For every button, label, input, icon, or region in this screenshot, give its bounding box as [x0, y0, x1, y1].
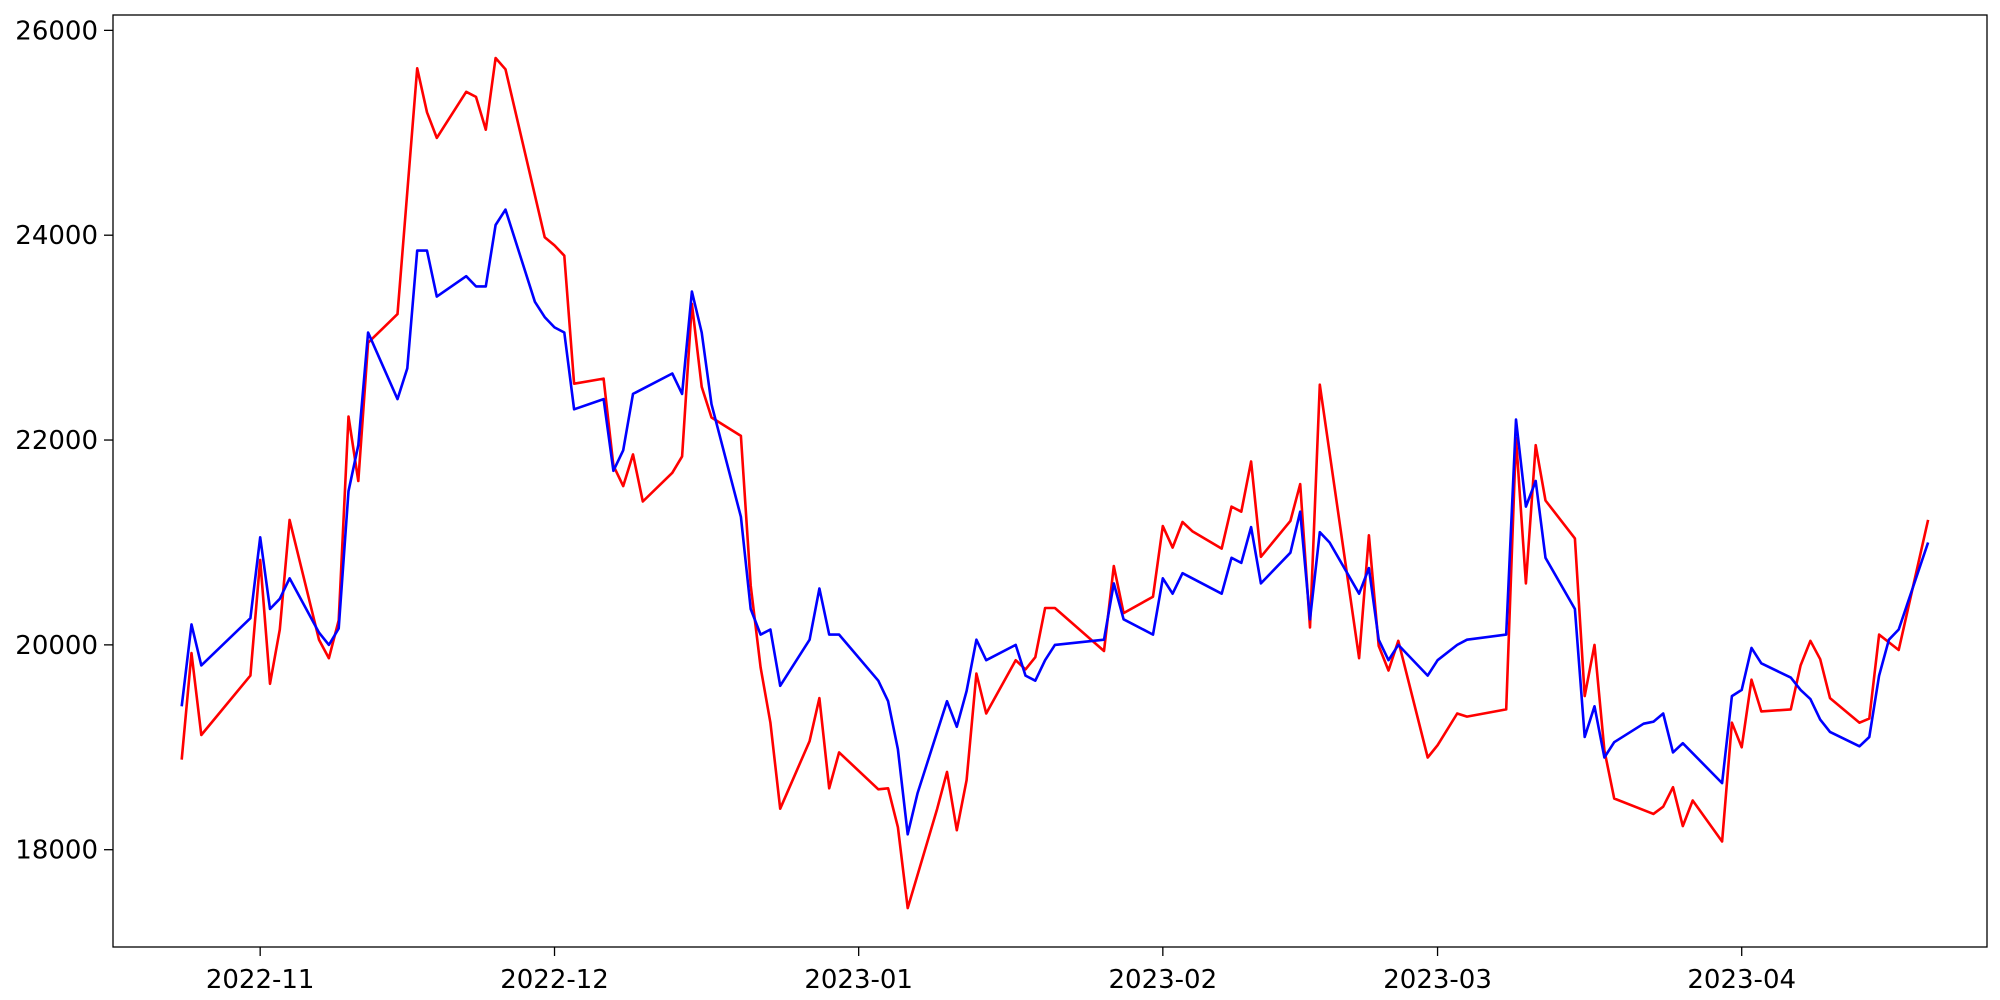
plot-frame: [112, 14, 1988, 948]
y-tick-label: 18000: [15, 836, 98, 866]
y-tick-label: 24000: [15, 221, 98, 251]
series-line-1: [180, 56, 1930, 910]
x-tick-label: 2023-01: [804, 965, 913, 995]
y-tick-label: 20000: [15, 631, 98, 661]
x-tick-label: 2023-02: [1109, 965, 1218, 995]
y-tick-label: 22000: [15, 426, 98, 456]
series-layer: [180, 56, 1930, 910]
y-axis: 18000 20000 22000 24000 26000: [15, 16, 113, 866]
x-tick-label: 2023-04: [1687, 965, 1796, 995]
x-tick-label: 2022-11: [206, 965, 315, 995]
x-axis: 2022-11 2022-12 2023-01 2023-02 2023-03 2023-…: [206, 947, 1796, 995]
x-tick-label: 2023-03: [1383, 965, 1492, 995]
x-tick-label: 2022-12: [500, 965, 609, 995]
y-tick-label: 26000: [15, 16, 98, 46]
series-line-2: [180, 208, 1930, 836]
